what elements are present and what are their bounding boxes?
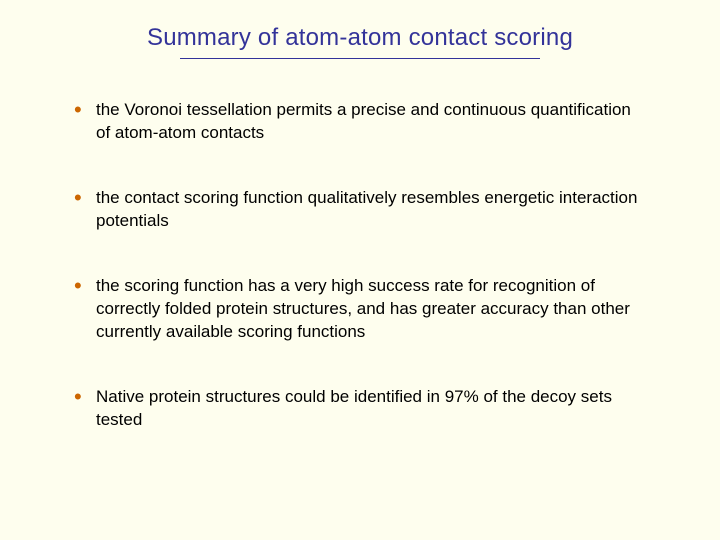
bullet-list: the Voronoi tessellation permits a preci… bbox=[40, 99, 680, 431]
title-underline bbox=[180, 58, 540, 59]
list-item: the contact scoring function qualitative… bbox=[74, 187, 646, 233]
list-item: Native protein structures could be ident… bbox=[74, 386, 646, 432]
slide-title: Summary of atom-atom contact scoring bbox=[40, 24, 680, 52]
list-item: the scoring function has a very high suc… bbox=[74, 275, 646, 344]
slide: Summary of atom-atom contact scoring the… bbox=[0, 0, 720, 540]
list-item: the Voronoi tessellation permits a preci… bbox=[74, 99, 646, 145]
